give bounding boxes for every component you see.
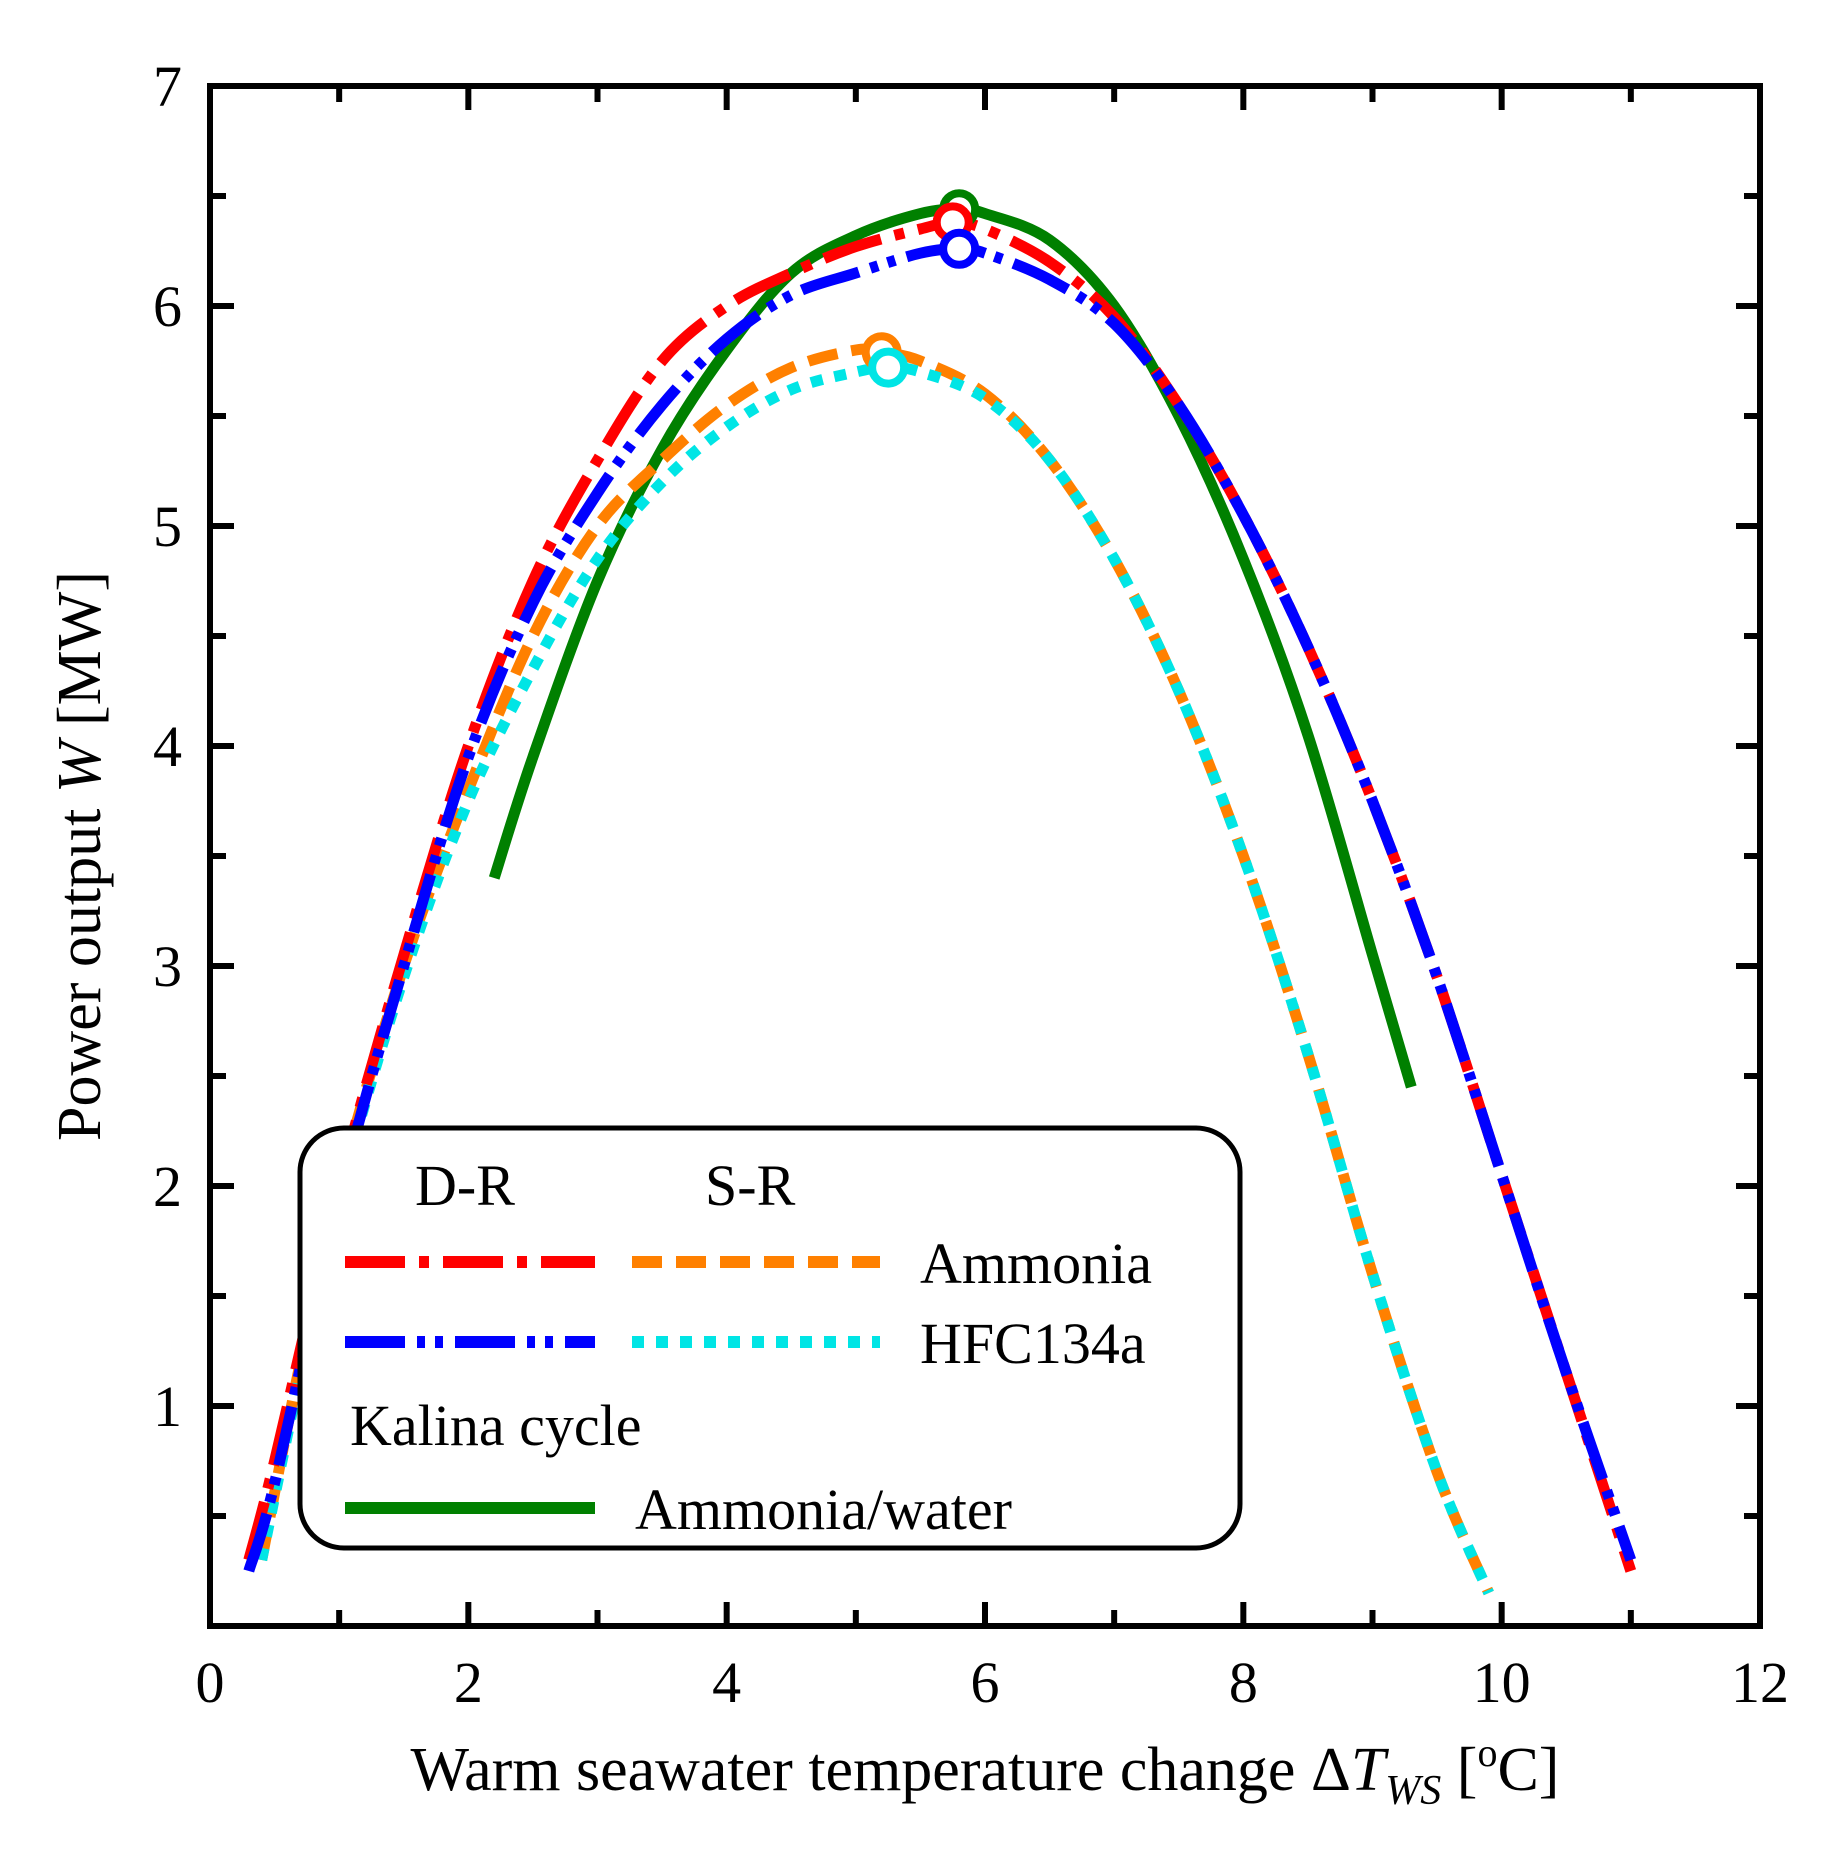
x-tick-label: 6 bbox=[971, 1650, 1000, 1715]
y-tick-labels: 1 2 3 4 5 6 7 bbox=[153, 54, 182, 1439]
optimum-markers bbox=[861, 189, 980, 388]
x-axis-label: Warm seawater temperature change ΔTWS [o… bbox=[411, 1730, 1560, 1814]
x-tick-label: 4 bbox=[712, 1650, 741, 1715]
x-axis-label-delta: Δ bbox=[1311, 1736, 1351, 1804]
optimum-marker-d-r-hfc134a bbox=[939, 228, 980, 269]
x-axis-label-symbol: T bbox=[1351, 1736, 1390, 1804]
x-axis-label-unit-sup: o bbox=[1477, 1730, 1497, 1775]
y-tick-label: 3 bbox=[153, 934, 182, 999]
optimum-marker-s-r-hfc134a bbox=[868, 347, 909, 388]
series-line-s-r-hfc134a bbox=[256, 362, 1494, 1596]
plot-frame bbox=[207, 83, 1763, 1629]
legend-label-hfc134a: HFC134a bbox=[920, 1311, 1146, 1376]
legend-label-ammonia: Ammonia bbox=[920, 1231, 1152, 1296]
y-tick-label: 2 bbox=[153, 1154, 182, 1219]
legend-label-ammonia-water: Ammonia/water bbox=[635, 1477, 1012, 1542]
x-tick-label: 0 bbox=[196, 1650, 225, 1715]
legend-box bbox=[297, 1125, 1243, 1551]
y-tick-label: 5 bbox=[153, 494, 182, 559]
x-axis-label-unit-open: [ bbox=[1441, 1736, 1477, 1804]
y-axis-label-unit: [MW] bbox=[46, 571, 114, 741]
x-axis-label-text: Warm seawater temperature change bbox=[411, 1736, 1311, 1804]
y-tick-label: 1 bbox=[153, 1374, 182, 1439]
x-axis-label-unit-rest: C] bbox=[1497, 1736, 1559, 1804]
y-tick-label: 4 bbox=[153, 714, 182, 779]
x-tick-labels: 0 2 4 6 8 10 12 bbox=[196, 1650, 1790, 1715]
y-axis-label-text: Power output bbox=[46, 793, 114, 1141]
x-tick-label: 10 bbox=[1473, 1650, 1531, 1715]
y-axis-label: Power output W [MW] bbox=[46, 571, 114, 1141]
legend-header-sr: S-R bbox=[705, 1153, 796, 1218]
x-tick-label: 12 bbox=[1731, 1650, 1789, 1715]
y-tick-label: 6 bbox=[153, 274, 182, 339]
x-axis-label-subscript: WS bbox=[1385, 1768, 1441, 1814]
legend-header-dr: D-R bbox=[415, 1153, 515, 1218]
legend-header-kalina: Kalina cycle bbox=[350, 1393, 641, 1458]
legend: D-R S-R Ammonia HFC134a Kalina cycle Amm… bbox=[297, 1125, 1243, 1551]
x-tick-label: 8 bbox=[1229, 1650, 1258, 1715]
x-tick-label: 2 bbox=[454, 1650, 483, 1715]
y-axis-label-symbol: W bbox=[46, 736, 114, 793]
y-tick-label: 7 bbox=[153, 54, 182, 119]
